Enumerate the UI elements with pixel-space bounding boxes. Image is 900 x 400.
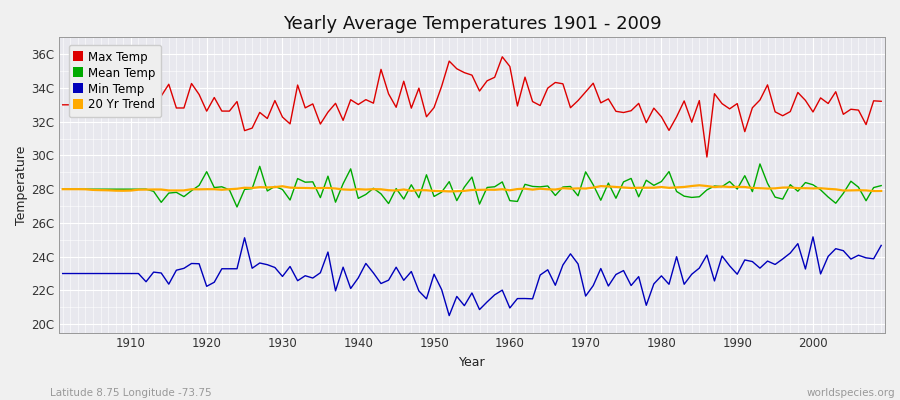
X-axis label: Year: Year <box>459 356 485 369</box>
Title: Yearly Average Temperatures 1901 - 2009: Yearly Average Temperatures 1901 - 2009 <box>283 15 662 33</box>
Text: worldspecies.org: worldspecies.org <box>807 388 896 398</box>
Text: Latitude 8.75 Longitude -73.75: Latitude 8.75 Longitude -73.75 <box>50 388 212 398</box>
Legend: Max Temp, Mean Temp, Min Temp, 20 Yr Trend: Max Temp, Mean Temp, Min Temp, 20 Yr Tre… <box>69 45 161 117</box>
Y-axis label: Temperature: Temperature <box>15 145 28 225</box>
